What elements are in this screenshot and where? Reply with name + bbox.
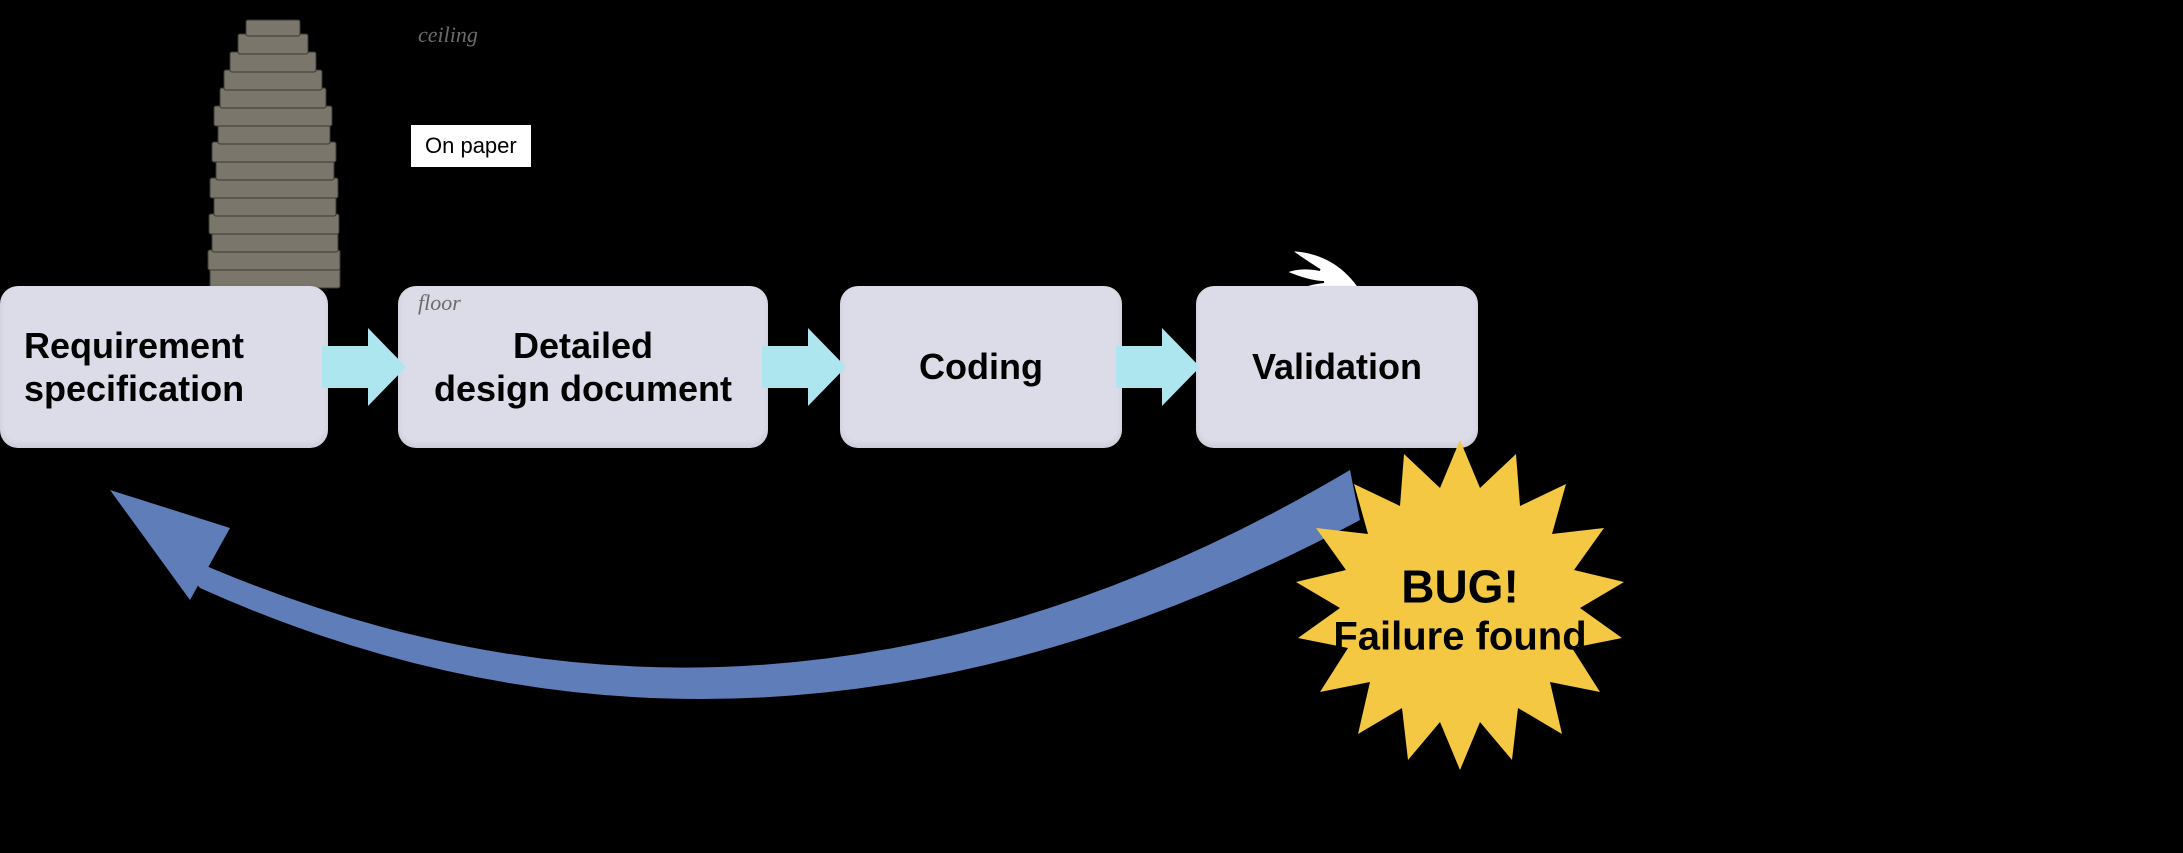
- arrow-req-to-design: [322, 322, 406, 412]
- stage-label: Detaileddesign document: [434, 324, 732, 410]
- arrow-design-to-coding: [762, 322, 846, 412]
- label-floor: floor: [418, 290, 461, 316]
- starburst-text: BUG! Failure found: [1280, 561, 1640, 660]
- feedback-arrow: [60, 440, 1400, 820]
- people-silhouettes-graphic: [600, 60, 860, 300]
- stage-label: Validation: [1252, 346, 1422, 388]
- stage-label: Requirementspecification: [24, 324, 244, 410]
- arrow-coding-to-validation: [1116, 322, 1200, 412]
- starburst-line2: Failure found: [1280, 613, 1640, 659]
- label-ceiling: ceiling: [418, 22, 478, 48]
- starburst-line1: BUG!: [1280, 561, 1640, 614]
- bug-starburst: BUG! Failure found: [1280, 430, 1640, 790]
- stage-coding: Coding: [840, 286, 1122, 448]
- stage-label: Coding: [919, 346, 1043, 388]
- label-on-paper: On paper: [410, 124, 532, 168]
- stage-validation: Validation: [1196, 286, 1478, 448]
- stage-requirement-spec: Requirementspecification: [0, 286, 328, 448]
- paper-stack-graphic: [200, 18, 350, 290]
